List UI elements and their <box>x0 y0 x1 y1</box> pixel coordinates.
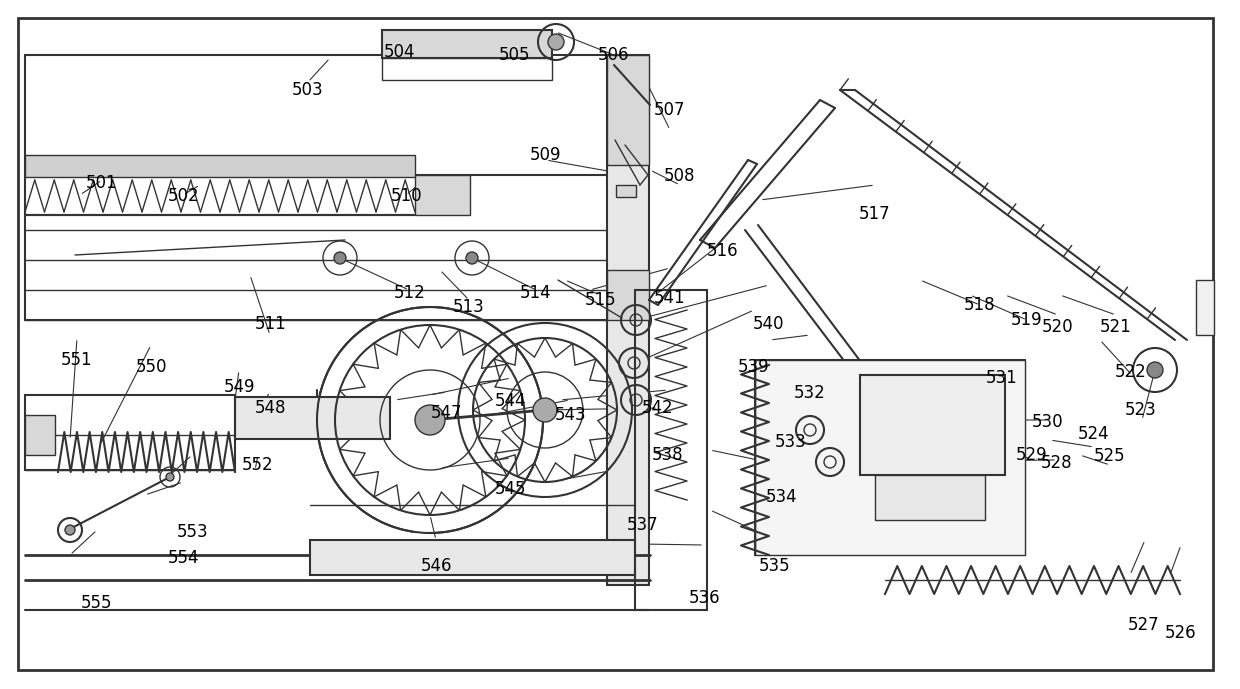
Text: 521: 521 <box>1100 318 1132 336</box>
Text: 505: 505 <box>498 46 531 64</box>
Text: 542: 542 <box>641 399 673 417</box>
Text: 508: 508 <box>663 167 696 185</box>
Text: 515: 515 <box>584 291 616 309</box>
Circle shape <box>548 34 564 50</box>
Text: 546: 546 <box>420 557 453 575</box>
Circle shape <box>1147 362 1163 378</box>
Text: 529: 529 <box>1016 446 1048 464</box>
Text: 543: 543 <box>554 406 587 424</box>
Bar <box>755 360 1025 555</box>
Text: 538: 538 <box>651 446 683 464</box>
Text: 523: 523 <box>1125 401 1157 419</box>
Bar <box>382 58 552 80</box>
Text: 551: 551 <box>61 351 93 369</box>
Text: 511: 511 <box>254 315 286 333</box>
Text: 503: 503 <box>291 81 324 99</box>
Bar <box>1197 280 1214 335</box>
Text: 510: 510 <box>391 187 423 205</box>
Text: 544: 544 <box>495 392 527 410</box>
Circle shape <box>64 525 74 535</box>
Circle shape <box>533 398 557 422</box>
Text: 535: 535 <box>759 557 791 575</box>
Text: 518: 518 <box>963 296 996 313</box>
Text: 504: 504 <box>383 43 415 61</box>
Text: 541: 541 <box>653 289 686 307</box>
Circle shape <box>334 252 346 264</box>
Text: 533: 533 <box>775 433 807 451</box>
Text: 532: 532 <box>794 384 826 402</box>
Bar <box>25 55 610 320</box>
Text: 545: 545 <box>495 480 527 498</box>
Circle shape <box>166 473 174 481</box>
Text: 514: 514 <box>520 284 552 302</box>
Text: 555: 555 <box>81 594 113 612</box>
Text: 520: 520 <box>1042 318 1074 336</box>
Bar <box>608 270 649 320</box>
Bar <box>310 540 635 575</box>
Bar <box>875 475 985 520</box>
Text: 531: 531 <box>986 369 1018 387</box>
Bar <box>25 415 55 455</box>
Bar <box>608 55 649 585</box>
Text: 539: 539 <box>738 358 770 376</box>
Text: 530: 530 <box>1032 413 1064 431</box>
Text: 536: 536 <box>688 589 720 607</box>
Text: 506: 506 <box>598 46 630 64</box>
Text: 507: 507 <box>653 101 686 119</box>
Text: 516: 516 <box>707 243 739 260</box>
Text: 548: 548 <box>254 399 286 417</box>
Circle shape <box>466 252 477 264</box>
Circle shape <box>415 405 445 435</box>
Text: 528: 528 <box>1040 454 1073 472</box>
Bar <box>616 185 636 197</box>
Bar <box>25 155 415 177</box>
Text: 549: 549 <box>223 378 255 396</box>
Text: 537: 537 <box>626 516 658 534</box>
Text: 524: 524 <box>1078 425 1110 443</box>
Text: 513: 513 <box>453 298 485 316</box>
Bar <box>861 375 1004 475</box>
Text: 525: 525 <box>1094 447 1126 465</box>
Text: 540: 540 <box>753 315 785 333</box>
Text: 552: 552 <box>242 456 274 474</box>
Text: 512: 512 <box>393 284 425 302</box>
Text: 502: 502 <box>167 187 200 205</box>
Text: 527: 527 <box>1127 616 1159 634</box>
Text: 547: 547 <box>430 404 463 422</box>
Bar <box>635 290 707 610</box>
Bar <box>382 30 552 58</box>
Bar <box>608 55 649 165</box>
Text: 517: 517 <box>858 205 890 223</box>
Text: 522: 522 <box>1115 363 1147 381</box>
Bar <box>755 360 1025 555</box>
Text: 554: 554 <box>167 549 200 567</box>
Text: 501: 501 <box>86 174 118 192</box>
Text: 553: 553 <box>176 523 208 541</box>
Bar <box>25 395 236 470</box>
Text: 519: 519 <box>1011 311 1043 329</box>
Bar <box>236 397 391 439</box>
Text: 550: 550 <box>135 358 167 376</box>
Text: 526: 526 <box>1164 624 1197 641</box>
Text: 509: 509 <box>529 146 562 164</box>
Bar <box>415 175 470 215</box>
Text: 534: 534 <box>765 489 797 506</box>
